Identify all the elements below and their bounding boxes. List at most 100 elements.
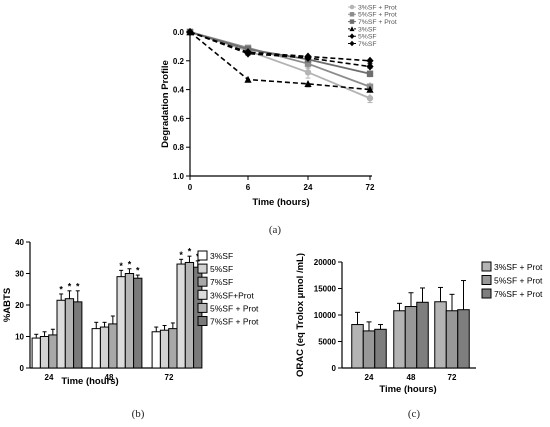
legend-label: 7%SF + Prot bbox=[494, 289, 543, 299]
y-tick-label: 15000 bbox=[314, 285, 337, 294]
significance-marker: * bbox=[188, 247, 192, 257]
significance-marker: * bbox=[76, 281, 80, 291]
y-tick-label: 0 bbox=[332, 364, 337, 373]
y-axis-title: Degradation Profile bbox=[160, 60, 171, 148]
y-tick-label: 0.4 bbox=[173, 86, 185, 95]
legend-label: 7%SF + Prot bbox=[358, 19, 397, 26]
data-point bbox=[366, 56, 374, 65]
x-tick-label: 72 bbox=[448, 373, 457, 382]
bar bbox=[64, 298, 75, 369]
legend-swatch bbox=[197, 263, 208, 274]
bar bbox=[445, 310, 459, 369]
bar bbox=[168, 328, 178, 369]
legend-label: 7%SF bbox=[358, 41, 377, 48]
legend-marker bbox=[349, 4, 355, 10]
series-4 bbox=[186, 28, 374, 65]
x-tick-label: 48 bbox=[407, 373, 416, 382]
bar bbox=[56, 299, 66, 369]
bar bbox=[133, 277, 143, 369]
significance-marker: * bbox=[119, 261, 123, 271]
data-point bbox=[304, 69, 312, 76]
bar bbox=[351, 324, 364, 369]
legend-marker bbox=[349, 26, 355, 32]
x-axis-title: Time (hours) bbox=[379, 384, 436, 395]
bar bbox=[457, 309, 470, 369]
series-3 bbox=[186, 28, 374, 93]
legend-swatch bbox=[197, 302, 208, 313]
bar bbox=[362, 330, 376, 369]
legend-swatch bbox=[481, 288, 492, 299]
legend-marker bbox=[349, 19, 355, 24]
legend-label: 3%SF + Prot bbox=[494, 262, 543, 272]
y-tick-label: 1.0 bbox=[173, 172, 185, 181]
bar bbox=[176, 263, 186, 369]
legend-label: 5%SF + Prot bbox=[494, 276, 543, 286]
bar bbox=[108, 323, 118, 369]
bar bbox=[73, 301, 83, 369]
y-tick-label: 0.8 bbox=[173, 143, 185, 152]
bar bbox=[159, 329, 170, 369]
data-point bbox=[304, 60, 312, 67]
bar bbox=[393, 310, 406, 369]
legend-swatch bbox=[481, 275, 492, 285]
x-tick-label: 6 bbox=[246, 183, 251, 192]
legend-swatch bbox=[481, 261, 492, 272]
series-5 bbox=[186, 28, 374, 71]
legend-label: 3%SF bbox=[210, 251, 233, 261]
significance-marker: * bbox=[59, 284, 63, 294]
y-tick-label: 20000 bbox=[314, 258, 337, 267]
legend-label: 5%SF + Prot bbox=[210, 303, 259, 313]
y-axis-title: ORAC (eq Trolox μmol /mL) bbox=[295, 253, 306, 377]
legend-label: 3%SF + Prot bbox=[358, 4, 397, 11]
legend-label: 5%SF + Prot bbox=[358, 12, 397, 19]
series-line bbox=[189, 31, 371, 91]
legend-marker bbox=[349, 40, 355, 47]
bar bbox=[31, 337, 41, 369]
x-tick-label: 24 bbox=[45, 373, 54, 382]
bar bbox=[91, 328, 101, 369]
bar bbox=[124, 273, 135, 369]
legend-swatch bbox=[197, 289, 208, 300]
data-point bbox=[304, 80, 312, 88]
x-axis-title: Time (hours) bbox=[252, 197, 309, 208]
data-point bbox=[366, 95, 374, 102]
legend-label: 7%SF bbox=[210, 277, 233, 287]
data-point bbox=[366, 85, 374, 93]
significance-marker: * bbox=[128, 259, 132, 269]
data-point bbox=[186, 28, 194, 36]
legend-swatch bbox=[197, 316, 208, 326]
x-axis-title: Time (hours) bbox=[61, 376, 118, 387]
bar bbox=[151, 331, 161, 369]
panel-a-degradation-chart: 0.0 0.2 0.4 0.6 0.8 1.00 6 24 72 Time (hours) Degr… bbox=[160, 4, 397, 236]
panel-label: (a) bbox=[269, 224, 282, 236]
y-tick-label: 0.0 bbox=[173, 28, 185, 37]
y-tick-label: 20 bbox=[15, 301, 24, 310]
data-point bbox=[244, 49, 252, 58]
significance-marker: * bbox=[136, 266, 140, 276]
data-point bbox=[244, 75, 252, 83]
x-tick-label: 48 bbox=[105, 373, 114, 382]
y-tick-label: 0 bbox=[20, 364, 25, 373]
legend-marker bbox=[349, 12, 355, 17]
bar bbox=[39, 336, 50, 369]
significance-marker: * bbox=[179, 250, 183, 260]
y-tick-label: 5000 bbox=[318, 338, 336, 347]
bar bbox=[48, 334, 58, 369]
y-tick-label: 0.2 bbox=[173, 57, 185, 66]
y-tick-label: 30 bbox=[15, 270, 24, 279]
legend-marker bbox=[349, 33, 355, 39]
legend-label: 7%SF + Prot bbox=[210, 317, 259, 327]
y-tick-label: 0.6 bbox=[173, 114, 185, 123]
y-tick-label: 10000 bbox=[314, 311, 337, 320]
y-axis-title: %ABTS bbox=[2, 288, 13, 322]
legend-swatch bbox=[197, 250, 208, 261]
data-point bbox=[366, 62, 374, 71]
y-tick-label: 10 bbox=[15, 333, 24, 342]
legend-label: 5%SF bbox=[210, 264, 233, 274]
significance-marker: * bbox=[68, 281, 72, 291]
legend-label: 3%SF bbox=[358, 26, 377, 33]
bar bbox=[184, 261, 195, 369]
x-tick-label: 72 bbox=[165, 373, 174, 382]
